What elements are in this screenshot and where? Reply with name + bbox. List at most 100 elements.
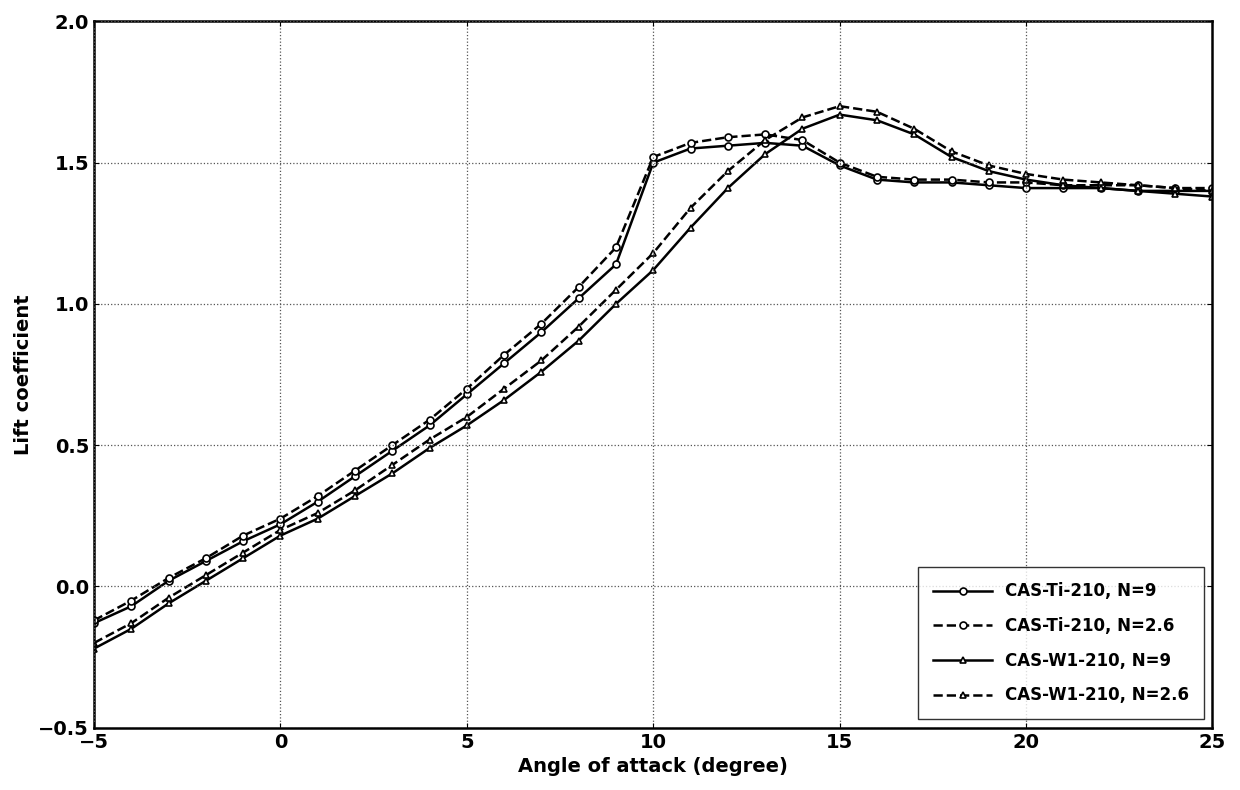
CAS-Ti-210, N=9: [1056, 183, 1071, 193]
CAS-W1-210, N=2.6: [795, 113, 810, 122]
CAS-Ti-210, N=2.6: [347, 466, 362, 476]
CAS-Ti-210, N=9: [944, 178, 959, 187]
CAS-Ti-210, N=2.6: [1056, 180, 1071, 190]
CAS-W1-210, N=2.6: [1094, 178, 1109, 187]
CAS-Ti-210, N=2.6: [572, 282, 587, 292]
CAS-W1-210, N=2.6: [347, 486, 362, 495]
CAS-W1-210, N=2.6: [124, 619, 139, 628]
CAS-W1-210, N=2.6: [832, 101, 847, 111]
Line: CAS-Ti-210, N=9: CAS-Ti-210, N=9: [91, 139, 1216, 626]
CAS-W1-210, N=2.6: [1205, 186, 1220, 196]
CAS-Ti-210, N=2.6: [609, 243, 624, 252]
CAS-Ti-210, N=2.6: [832, 158, 847, 167]
CAS-W1-210, N=2.6: [1018, 169, 1033, 179]
CAS-W1-210, N=9: [795, 124, 810, 134]
CAS-Ti-210, N=2.6: [683, 138, 698, 148]
CAS-Ti-210, N=9: [347, 472, 362, 481]
CAS-Ti-210, N=2.6: [646, 152, 661, 162]
Line: CAS-W1-210, N=2.6: CAS-W1-210, N=2.6: [91, 103, 1216, 646]
CAS-Ti-210, N=9: [646, 158, 661, 167]
CAS-W1-210, N=2.6: [981, 160, 996, 170]
CAS-W1-210, N=2.6: [236, 547, 250, 557]
CAS-Ti-210, N=2.6: [1018, 178, 1033, 187]
CAS-Ti-210, N=9: [720, 141, 735, 150]
CAS-W1-210, N=2.6: [646, 248, 661, 258]
CAS-Ti-210, N=9: [497, 359, 512, 368]
CAS-W1-210, N=9: [1168, 189, 1183, 198]
CAS-W1-210, N=9: [906, 130, 921, 139]
CAS-Ti-210, N=9: [384, 446, 399, 456]
CAS-Ti-210, N=9: [906, 178, 921, 187]
Y-axis label: Lift coefficient: Lift coefficient: [14, 294, 33, 455]
CAS-W1-210, N=9: [384, 468, 399, 478]
CAS-Ti-210, N=2.6: [198, 554, 213, 563]
CAS-W1-210, N=9: [497, 395, 512, 404]
CAS-Ti-210, N=2.6: [906, 175, 921, 184]
CAS-Ti-210, N=9: [981, 180, 996, 190]
CAS-Ti-210, N=9: [1205, 186, 1220, 196]
CAS-Ti-210, N=2.6: [758, 130, 773, 139]
CAS-W1-210, N=2.6: [683, 203, 698, 213]
CAS-Ti-210, N=2.6: [534, 319, 549, 329]
CAS-Ti-210, N=9: [572, 294, 587, 303]
CAS-W1-210, N=2.6: [161, 593, 176, 603]
CAS-Ti-210, N=9: [1094, 183, 1109, 193]
CAS-W1-210, N=2.6: [198, 570, 213, 580]
CAS-Ti-210, N=2.6: [460, 384, 475, 393]
CAS-W1-210, N=9: [161, 599, 176, 608]
CAS-Ti-210, N=2.6: [310, 491, 325, 501]
CAS-W1-210, N=9: [646, 265, 661, 275]
CAS-W1-210, N=9: [534, 367, 549, 377]
CAS-Ti-210, N=9: [609, 260, 624, 269]
CAS-W1-210, N=9: [869, 115, 884, 125]
CAS-W1-210, N=2.6: [310, 508, 325, 517]
CAS-Ti-210, N=9: [422, 420, 436, 430]
CAS-Ti-210, N=9: [198, 556, 213, 566]
CAS-W1-210, N=9: [944, 152, 959, 162]
CAS-W1-210, N=2.6: [497, 384, 512, 393]
CAS-Ti-210, N=9: [1018, 183, 1033, 193]
CAS-Ti-210, N=9: [124, 601, 139, 611]
CAS-Ti-210, N=2.6: [869, 172, 884, 182]
CAS-W1-210, N=2.6: [87, 638, 102, 648]
CAS-W1-210, N=9: [981, 167, 996, 176]
CAS-Ti-210, N=2.6: [236, 531, 250, 540]
CAS-W1-210, N=2.6: [1131, 180, 1146, 190]
CAS-W1-210, N=2.6: [609, 285, 624, 295]
CAS-W1-210, N=2.6: [944, 147, 959, 156]
CAS-Ti-210, N=9: [795, 141, 810, 150]
CAS-Ti-210, N=2.6: [384, 441, 399, 450]
CAS-W1-210, N=9: [124, 624, 139, 634]
CAS-W1-210, N=9: [198, 576, 213, 585]
CAS-Ti-210, N=2.6: [981, 178, 996, 187]
CAS-Ti-210, N=9: [832, 160, 847, 170]
CAS-W1-210, N=2.6: [384, 461, 399, 470]
CAS-Ti-210, N=9: [236, 536, 250, 546]
CAS-W1-210, N=9: [1018, 175, 1033, 184]
CAS-W1-210, N=2.6: [534, 356, 549, 365]
CAS-Ti-210, N=2.6: [161, 574, 176, 583]
CAS-W1-210, N=9: [832, 110, 847, 119]
CAS-Ti-210, N=2.6: [124, 596, 139, 605]
CAS-Ti-210, N=9: [1131, 186, 1146, 196]
CAS-Ti-210, N=2.6: [87, 615, 102, 625]
CAS-Ti-210, N=9: [273, 520, 288, 529]
CAS-Ti-210, N=2.6: [720, 133, 735, 142]
CAS-W1-210, N=9: [720, 183, 735, 193]
CAS-W1-210, N=9: [87, 644, 102, 653]
CAS-Ti-210, N=2.6: [1205, 183, 1220, 193]
CAS-Ti-210, N=9: [683, 144, 698, 153]
CAS-W1-210, N=2.6: [273, 525, 288, 535]
CAS-W1-210, N=9: [236, 554, 250, 563]
CAS-Ti-210, N=2.6: [497, 350, 512, 359]
CAS-Ti-210, N=9: [869, 175, 884, 184]
CAS-Ti-210, N=2.6: [273, 514, 288, 523]
CAS-W1-210, N=9: [683, 223, 698, 232]
CAS-W1-210, N=9: [609, 299, 624, 309]
CAS-W1-210, N=9: [1131, 186, 1146, 196]
CAS-W1-210, N=2.6: [460, 412, 475, 422]
CAS-Ti-210, N=2.6: [1131, 180, 1146, 190]
CAS-Ti-210, N=9: [161, 576, 176, 585]
CAS-Ti-210, N=9: [758, 138, 773, 148]
CAS-W1-210, N=9: [310, 514, 325, 523]
